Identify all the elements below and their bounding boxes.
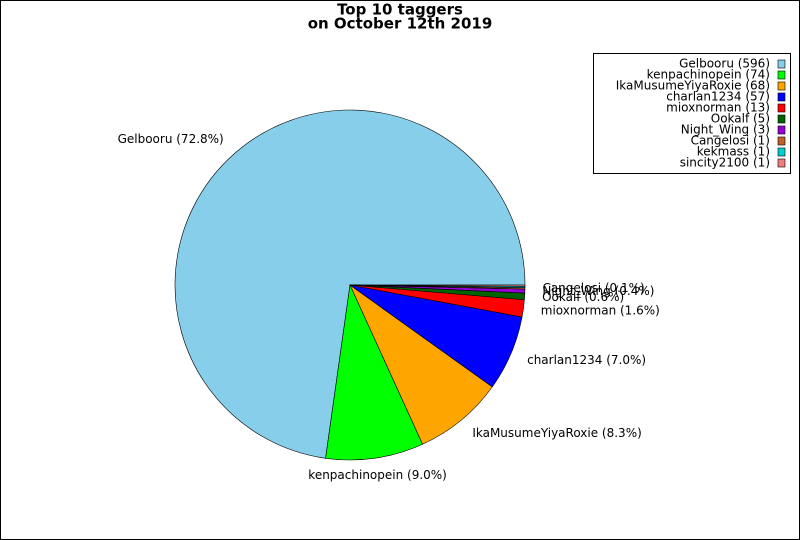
legend-label: kekmass (1): [697, 145, 770, 159]
slice-label: Gelbooru (72.8%): [118, 132, 224, 146]
legend-swatch: [777, 59, 786, 69]
legend-swatch: [777, 103, 786, 113]
legend-label: kenpachinopein (74): [647, 68, 770, 82]
legend-label: Cangelosi (1): [691, 134, 770, 148]
pie-slice: [174, 109, 526, 459]
pie-slice: [325, 283, 423, 461]
pie-slice: [349, 284, 493, 445]
legend-swatch: [777, 136, 786, 146]
legend-swatch: [777, 81, 786, 91]
legend-box: [593, 53, 791, 174]
chart-subtitle: on October 12th 2019: [308, 15, 493, 33]
legend-swatch: [777, 92, 786, 102]
slice-label: charlan1234 (7.0%): [527, 353, 646, 367]
slice-label: kenpachinopein (9.0%): [308, 468, 447, 482]
legend-label: charlan1234 (57): [666, 90, 770, 104]
slice-label: Cangelosi (0.1%): [542, 281, 644, 295]
legend-label: Night_Wing (3): [681, 123, 770, 137]
legend-swatch: [777, 70, 786, 80]
slice-label: Night_Wing (0.4%): [542, 284, 654, 298]
slice-label: IkaMusumeYiyaRoxie (8.3%): [472, 426, 641, 440]
slice-label: mioxnorman (1.6%): [541, 303, 660, 317]
legend-label: mioxnorman (13): [666, 101, 770, 115]
legend-label: Ookalf (5): [711, 112, 770, 126]
slice-label: Ookalf (0.6%): [542, 290, 624, 304]
legend-swatch: [777, 125, 786, 135]
legend-swatch: [777, 114, 786, 124]
legend-label: sincity2100 (1): [680, 156, 770, 170]
legend-swatch: [777, 158, 786, 168]
legend-label: Gelbooru (596): [679, 57, 770, 71]
legend-label: IkaMusumeYiyaRoxie (68): [616, 79, 770, 93]
legend-swatch: [777, 147, 786, 157]
chart-title: Top 10 taggers: [337, 1, 463, 19]
pie-slice: [349, 284, 526, 287]
